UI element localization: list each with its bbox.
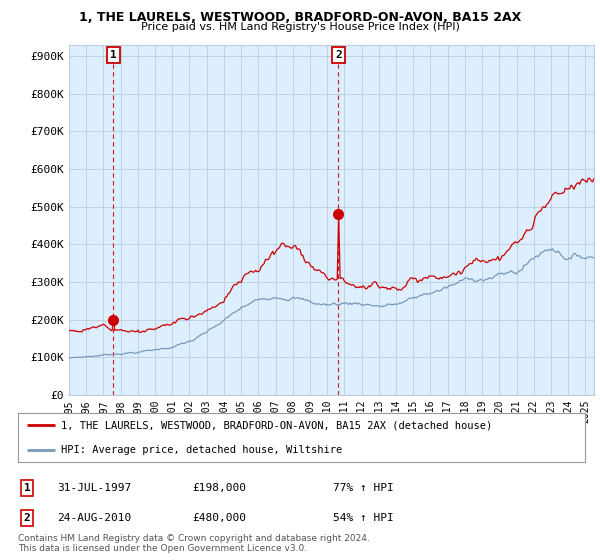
Text: Price paid vs. HM Land Registry's House Price Index (HPI): Price paid vs. HM Land Registry's House … xyxy=(140,22,460,32)
Text: HPI: Average price, detached house, Wiltshire: HPI: Average price, detached house, Wilt… xyxy=(61,445,342,455)
Text: £480,000: £480,000 xyxy=(192,513,246,523)
Text: 31-JUL-1997: 31-JUL-1997 xyxy=(57,483,131,493)
Text: Contains HM Land Registry data © Crown copyright and database right 2024.
This d: Contains HM Land Registry data © Crown c… xyxy=(18,534,370,553)
Text: 1: 1 xyxy=(23,483,31,493)
Text: 2: 2 xyxy=(335,50,342,60)
Text: 1: 1 xyxy=(110,50,117,60)
Text: 2: 2 xyxy=(23,513,31,523)
Text: 24-AUG-2010: 24-AUG-2010 xyxy=(57,513,131,523)
Text: £198,000: £198,000 xyxy=(192,483,246,493)
Text: 1, THE LAURELS, WESTWOOD, BRADFORD-ON-AVON, BA15 2AX (detached house): 1, THE LAURELS, WESTWOOD, BRADFORD-ON-AV… xyxy=(61,420,492,430)
Text: 77% ↑ HPI: 77% ↑ HPI xyxy=(333,483,394,493)
Text: 1, THE LAURELS, WESTWOOD, BRADFORD-ON-AVON, BA15 2AX: 1, THE LAURELS, WESTWOOD, BRADFORD-ON-AV… xyxy=(79,11,521,24)
Text: 54% ↑ HPI: 54% ↑ HPI xyxy=(333,513,394,523)
